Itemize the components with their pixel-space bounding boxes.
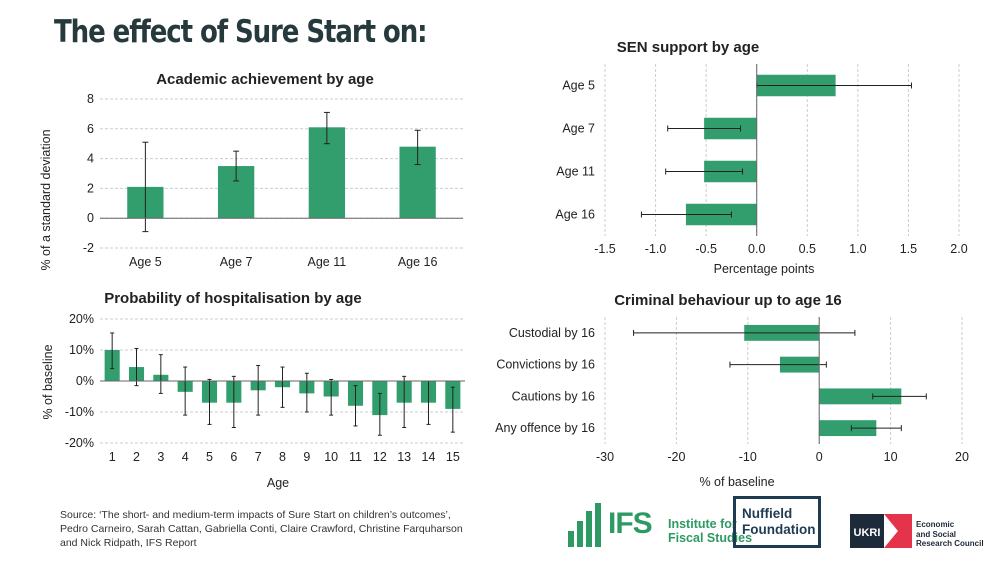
- esrc-logo-line: and Social: [916, 529, 957, 539]
- y-tick-label: Cautions by 16: [512, 389, 595, 403]
- x-tick-label: 13: [397, 450, 411, 464]
- ifs-logo-mark: IFS: [608, 507, 653, 540]
- nuffield-logo-line: Nuffield: [742, 506, 793, 521]
- y-tick-label: Age 5: [562, 79, 595, 93]
- x-tick-label: -1.5: [594, 242, 616, 256]
- x-tick-label: 4: [182, 450, 189, 464]
- x-tick-label: 2.0: [950, 242, 967, 256]
- y-tick-label: 10%: [69, 343, 94, 357]
- x-tick-label: 7: [255, 450, 262, 464]
- x-tick-label: Age 7: [220, 255, 253, 269]
- source-line: and Nick Ridpath, IFS Report: [60, 537, 197, 549]
- sen-support-chart: SEN support by age Percentage points -1.…: [555, 39, 968, 276]
- y-axis-label: % of a standard deviation: [39, 129, 53, 270]
- y-tick-label: 0: [87, 211, 94, 225]
- x-tick-label: 0.5: [799, 242, 816, 256]
- source-line: Pedro Carneiro, Sarah Cattan, Gabriella …: [60, 523, 463, 535]
- chart-title: Probability of hospitalisation by age: [104, 290, 362, 307]
- x-axis-label: Percentage points: [714, 262, 815, 276]
- y-tick-label: Custodial by 16: [509, 326, 595, 340]
- x-tick-label: 1.0: [849, 242, 866, 256]
- plot-area: -2 0 2 4 6 8 Age 5 Age 7 Age 11 Age 16: [83, 92, 463, 269]
- ifs-logo-line: Fiscal Studies: [668, 531, 753, 545]
- x-tick-label: 20: [955, 450, 969, 464]
- x-tick-label: -0.5: [695, 242, 717, 256]
- y-tick-label: 20%: [69, 312, 94, 326]
- chart-title: Criminal behaviour up to age 16: [614, 292, 842, 309]
- y-tick-label: 4: [87, 152, 94, 166]
- y-tick-label: Age 16: [555, 208, 595, 222]
- nuffield-logo-line: Foundation: [742, 522, 816, 537]
- x-tick-label: 3: [157, 450, 164, 464]
- x-tick-label: -1.0: [645, 242, 667, 256]
- y-tick-label: 6: [87, 122, 94, 136]
- y-tick-label: 2: [87, 181, 94, 195]
- x-tick-label: 5: [206, 450, 213, 464]
- ukri-logo-mark: UKRI: [854, 527, 881, 539]
- source-line: Source: ‘The short- and medium-term impa…: [60, 509, 451, 521]
- x-tick-label: 2: [133, 450, 140, 464]
- x-axis-label: % of baseline: [699, 475, 774, 489]
- y-axis-label: % of baseline: [41, 344, 55, 419]
- esrc-logo-text: Economic and Social Research Council: [916, 520, 984, 549]
- x-tick-label: Age 16: [398, 255, 438, 269]
- y-tick-label: Age 7: [562, 122, 595, 136]
- x-tick-label: 1.5: [900, 242, 917, 256]
- y-tick-label: -10%: [65, 405, 94, 419]
- esrc-logo-line: Economic: [916, 520, 955, 529]
- x-tick-label: 12: [373, 450, 387, 464]
- x-tick-label: 15: [446, 450, 460, 464]
- plot-area: -20%-10%0%10%20%1 2 3 4 5 6 7 8 9 10 11 12 13 14 15: [65, 312, 465, 464]
- x-tick-label: 6: [230, 450, 237, 464]
- y-tick-label: Any offence by 16: [495, 421, 595, 435]
- ukri-logo-icon: UKRI: [850, 514, 912, 548]
- y-tick-label: 8: [87, 92, 94, 106]
- plot-area: -1.5 -1.0 -0.5 0.0 0.5 1.0 1.5 2.0 Age 5 Age 7 Age…: [555, 64, 968, 256]
- x-tick-label: Age 11: [308, 255, 347, 269]
- x-tick-label: 9: [303, 450, 310, 464]
- y-tick-label: -20%: [65, 436, 94, 450]
- academic-achievement-chart: Academic achievement by age % of a stand…: [39, 71, 463, 271]
- y-tick-label: 0%: [76, 374, 94, 388]
- y-tick-label: Convictions by 16: [496, 358, 595, 372]
- y-tick-label: -2: [83, 241, 94, 255]
- x-tick-label: -30: [596, 450, 614, 464]
- x-tick-label: 14: [422, 450, 436, 464]
- x-tick-label: Age 5: [129, 255, 162, 269]
- x-tick-label: -20: [667, 450, 685, 464]
- criminal-behaviour-chart: Criminal behaviour up to age 16 % of bas…: [495, 292, 969, 489]
- chart-title: Academic achievement by age: [156, 71, 374, 88]
- x-tick-label: 11: [349, 450, 362, 464]
- bar: [819, 420, 877, 437]
- ifs-logo-line: Institute for: [668, 517, 737, 531]
- source-note: Source: ‘The short- and medium-term impa…: [60, 508, 510, 550]
- ifs-logo-text: Institute for Fiscal Studies: [668, 517, 752, 545]
- x-tick-label: 0.0: [748, 242, 765, 256]
- x-axis-label: Age: [267, 476, 289, 490]
- hospitalisation-chart: Probability of hospitalisation by age % …: [41, 290, 465, 490]
- y-tick-label: Age 11: [556, 165, 595, 179]
- x-tick-label: 8: [279, 450, 286, 464]
- bar: [819, 388, 902, 405]
- x-tick-label: 10: [884, 450, 898, 464]
- x-tick-label: 10: [324, 450, 338, 464]
- nuffield-foundation-logo: Nuffield Foundation: [733, 496, 821, 548]
- page-title: The effect of Sure Start on:: [54, 14, 428, 50]
- chart-title: SEN support by age: [617, 39, 760, 56]
- x-tick-label: 1: [109, 450, 116, 464]
- plot-area: -30 -20 -10 0 10 20 Custodial by 16 Convictions…: [495, 317, 969, 464]
- esrc-logo-line: Research Council: [916, 539, 984, 548]
- x-tick-label: -10: [739, 450, 757, 464]
- x-tick-label: 0: [816, 450, 823, 464]
- ifs-logo-bars-icon: [568, 503, 601, 547]
